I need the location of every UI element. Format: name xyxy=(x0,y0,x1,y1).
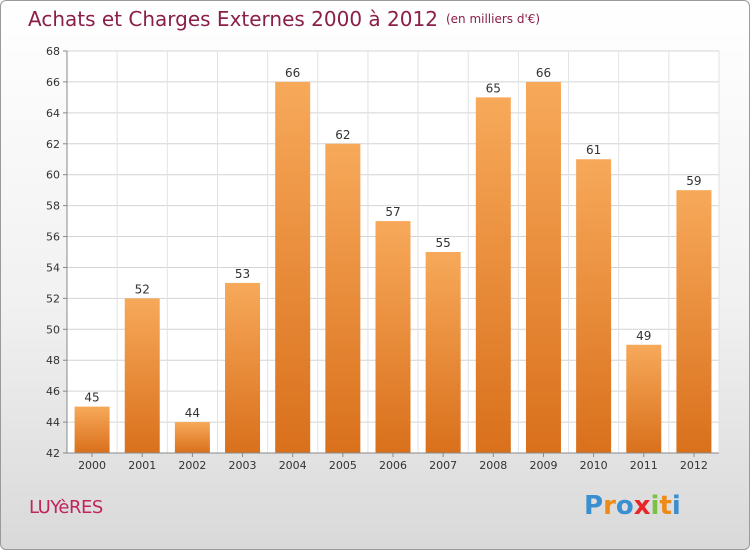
y-tick-label: 50 xyxy=(46,323,60,336)
x-tick-label: 2012 xyxy=(680,459,708,472)
x-tick-label: 2009 xyxy=(529,459,557,472)
logo-letter: i xyxy=(671,491,681,521)
bar xyxy=(174,422,210,453)
y-tick-label: 44 xyxy=(46,416,60,429)
data-label: 52 xyxy=(135,282,150,296)
logo-letter: i xyxy=(650,491,660,521)
bar xyxy=(676,190,712,453)
bar xyxy=(275,81,311,453)
data-label: 66 xyxy=(285,66,300,80)
data-label: 59 xyxy=(686,174,701,188)
y-tick-label: 62 xyxy=(46,138,60,151)
bar xyxy=(325,143,361,453)
y-tick-label: 52 xyxy=(46,292,60,305)
y-tick-label: 42 xyxy=(46,447,60,460)
y-tick-label: 54 xyxy=(46,261,60,274)
data-label: 61 xyxy=(586,143,601,157)
commune-name: LUYèRES xyxy=(29,497,103,518)
y-tick-label: 60 xyxy=(46,169,60,182)
bar xyxy=(225,282,261,453)
data-label: 55 xyxy=(436,236,451,250)
bar xyxy=(425,252,461,453)
bar xyxy=(375,221,411,453)
data-label: 44 xyxy=(185,406,200,420)
x-tick-label: 2005 xyxy=(329,459,357,472)
x-tick-label: 2007 xyxy=(429,459,457,472)
bar xyxy=(576,159,612,453)
x-tick-label: 2002 xyxy=(178,459,206,472)
logo-letter: o xyxy=(615,491,634,521)
x-tick-label: 2001 xyxy=(128,459,156,472)
logo-letter: r xyxy=(603,491,616,521)
y-tick-label: 58 xyxy=(46,200,60,213)
x-tick-label: 2008 xyxy=(479,459,507,472)
bar xyxy=(525,81,561,453)
axes: 42 44 46 48 50 52 54 56 58 60 62 64 66 68 2000 2001 2002… xyxy=(46,45,719,472)
x-tick-label: 2000 xyxy=(78,459,106,472)
y-tick-label: 48 xyxy=(46,354,60,367)
x-tick-label: 2006 xyxy=(379,459,407,472)
data-label: 45 xyxy=(84,391,99,405)
bars: 45 52 44 53 66 62 57 55 65 66 61 49 59 xyxy=(74,66,712,453)
bar xyxy=(626,344,662,453)
y-tick-label: 68 xyxy=(46,45,60,58)
y-tick-label: 46 xyxy=(46,385,60,398)
y-tick-label: 66 xyxy=(46,76,60,89)
data-label: 66 xyxy=(536,66,551,80)
logo-letter: x xyxy=(633,491,651,521)
data-label: 65 xyxy=(486,81,501,95)
data-label: 49 xyxy=(636,329,651,343)
y-tick-label: 56 xyxy=(46,231,60,244)
chart-title: Achats et Charges Externes 2000 à 2012 (e… xyxy=(28,7,540,31)
data-label: 57 xyxy=(385,205,400,219)
y-tick-label: 64 xyxy=(46,107,60,120)
x-tick-label: 2004 xyxy=(279,459,307,472)
title-text: Achats et Charges Externes 2000 à 2012 xyxy=(28,7,438,31)
logo-letter: P xyxy=(584,491,604,521)
x-tick-label: 2011 xyxy=(630,459,658,472)
data-label: 53 xyxy=(235,267,250,281)
logo-letter: t xyxy=(659,491,672,521)
data-label: 62 xyxy=(335,128,350,142)
title-unit: (en milliers d'€) xyxy=(445,12,541,26)
bar xyxy=(74,406,110,453)
proxiti-logo: Proxiti xyxy=(584,491,681,521)
x-tick-label: 2003 xyxy=(229,459,257,472)
bar xyxy=(475,97,511,453)
x-tick-label: 2010 xyxy=(580,459,608,472)
bar xyxy=(124,298,160,453)
